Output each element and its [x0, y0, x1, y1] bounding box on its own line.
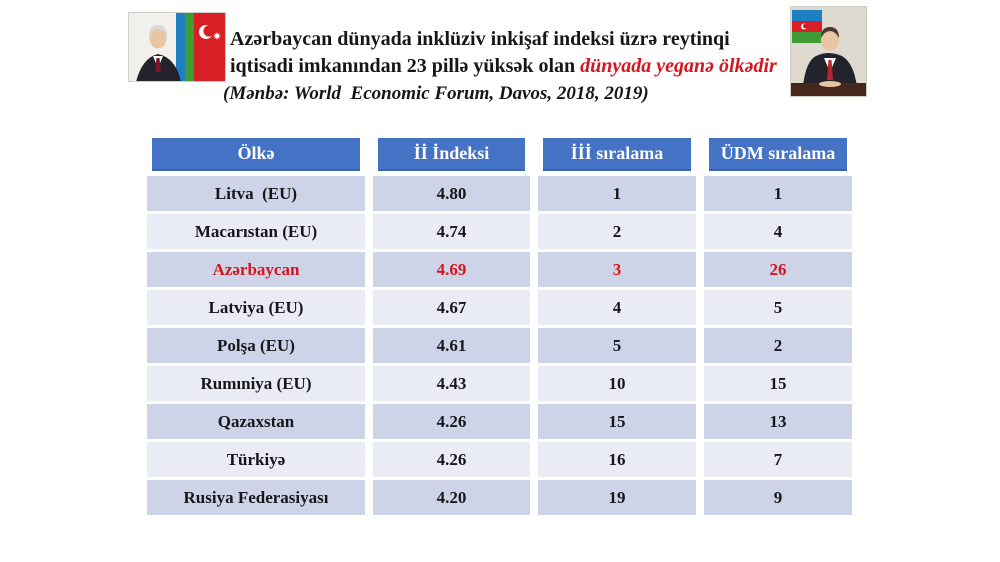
- column-header-country: Ölkə: [152, 138, 360, 171]
- title-line-2: iqtisadi imkanından 23 pillə yüksək olan…: [230, 53, 790, 80]
- title-line-2-black: iqtisadi imkanından 23 pillə yüksək olan: [230, 55, 581, 77]
- cell-udm-rank-azerbaijan: 26: [704, 252, 852, 287]
- cell-country-azerbaijan: Azərbaycan: [147, 252, 365, 287]
- slide-title: Azərbaycan dünyada inklüziv inkişaf inde…: [223, 26, 790, 107]
- cell-udm-rank: 9: [704, 480, 852, 515]
- source-line: (Mənbə: World Economic Forum, Davos, 201…: [223, 83, 649, 104]
- cell-iii-rank: 4: [538, 290, 696, 325]
- cell-udm-rank: 2: [704, 328, 852, 363]
- portrait-silhouette: [790, 27, 867, 97]
- cell-udm-rank: 5: [704, 290, 852, 325]
- cell-country: Latviya (EU): [147, 290, 365, 325]
- photo-heydar-aliyev: [128, 12, 226, 82]
- cell-iii-rank: 10: [538, 366, 696, 401]
- cell-iii-rank: 1: [538, 176, 696, 211]
- photo-ilham-aliyev: [790, 6, 867, 97]
- cell-country: Rusiya Federasiyası: [147, 480, 365, 515]
- cell-udm-rank: 4: [704, 214, 852, 249]
- cell-iii-rank: 16: [538, 442, 696, 477]
- cell-iii-rank: 15: [538, 404, 696, 439]
- cell-country: Qazaxstan: [147, 404, 365, 439]
- cell-index: 4.43: [373, 366, 530, 401]
- cell-index: 4.61: [373, 328, 530, 363]
- cell-index: 4.26: [373, 404, 530, 439]
- column-header-iii-rank: İİİ sıralama: [543, 138, 691, 171]
- cell-country: Macarıstan (EU): [147, 214, 365, 249]
- cell-index: 4.67: [373, 290, 530, 325]
- azerbaijan-flag-icon: [792, 10, 822, 43]
- portrait-silhouette: [136, 25, 181, 82]
- cell-udm-rank: 13: [704, 404, 852, 439]
- column-header-ii-index: İİ İndeksi: [378, 138, 525, 171]
- cell-index: 4.74: [373, 214, 530, 249]
- desk: [790, 83, 867, 97]
- title-line-2-red: dünyada yeganə ölkədir: [580, 55, 777, 77]
- title-line-1: Azərbaycan dünyada inklüziv inkişaf inde…: [230, 28, 730, 50]
- cell-index: 4.80: [373, 176, 530, 211]
- cell-udm-rank: 1: [704, 176, 852, 211]
- cell-udm-rank: 15: [704, 366, 852, 401]
- azerbaijan-flag-icon: [176, 12, 226, 82]
- cell-country: Türkiyə: [147, 442, 365, 477]
- cell-iii-rank: 19: [538, 480, 696, 515]
- cell-iii-rank: 2: [538, 214, 696, 249]
- cell-index: 4.26: [373, 442, 530, 477]
- cell-iii-rank-azerbaijan: 3: [538, 252, 696, 287]
- ranking-table: Ölkə İİ İndeksi İİİ sıralama ÜDM sıralam…: [147, 138, 852, 515]
- cell-iii-rank: 5: [538, 328, 696, 363]
- cell-udm-rank: 7: [704, 442, 852, 477]
- cell-country: Litva (EU): [147, 176, 365, 211]
- cell-index: 4.20: [373, 480, 530, 515]
- cell-country: Polşa (EU): [147, 328, 365, 363]
- column-header-udm-rank: ÜDM sıralama: [709, 138, 847, 171]
- cell-index-azerbaijan: 4.69: [373, 252, 530, 287]
- cell-country: Rumıniya (EU): [147, 366, 365, 401]
